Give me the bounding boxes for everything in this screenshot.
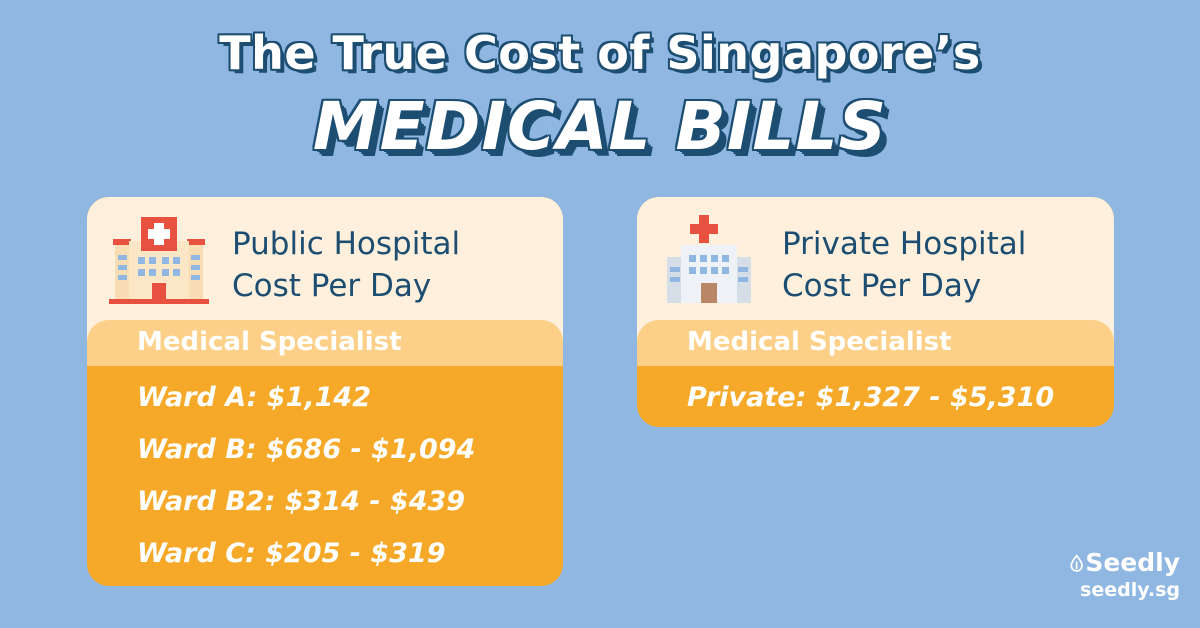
seedly-url[interactable]: seedly.sg <box>1080 579 1180 601</box>
seedly-logo-icon <box>1070 553 1083 572</box>
private-card-title: Private Hospital Cost Per Day <box>782 223 1102 307</box>
private-rate-row: Private: $1,327 - $5,310 <box>687 382 1055 413</box>
public-rate-ward-a: Ward A: $1,142 <box>137 382 371 413</box>
private-title-line1: Private Hospital <box>782 226 1027 262</box>
public-title-line2: Cost Per Day <box>232 268 432 304</box>
public-rate-ward-c: Ward C: $205 - $319 <box>137 538 446 569</box>
private-title-line2: Cost Per Day <box>782 268 982 304</box>
public-card-title: Public Hospital Cost Per Day <box>232 223 552 307</box>
public-title-line1: Public Hospital <box>232 226 461 262</box>
page-title-line2: MEDICAL BILLS <box>312 88 888 165</box>
public-hospital-icon <box>109 217 209 304</box>
public-rate-ward-b2: Ward B2: $314 - $439 <box>137 486 466 517</box>
private-hospital-icon <box>667 215 751 303</box>
public-hospital-card: Public Hospital Cost Per Day Medical Spe… <box>87 197 563 586</box>
page-title-line1: The True Cost of Singapore’s <box>219 26 981 80</box>
seedly-name: Seedly <box>1085 548 1180 577</box>
public-rate-ward-b: Ward B: $686 - $1,094 <box>137 434 476 465</box>
public-card-subheader <box>87 320 563 366</box>
public-rate-list: Ward A: $1,142 Ward B: $686 - $1,094 War… <box>137 372 475 580</box>
seedly-brand: Seedly <box>1070 548 1180 577</box>
private-rate-list: Private: $1,327 - $5,310 <box>687 372 1054 424</box>
private-subheader-label: Medical Specialist <box>687 327 952 357</box>
private-hospital-card: Private Hospital Cost Per Day Medical Sp… <box>637 197 1114 427</box>
public-subheader-label: Medical Specialist <box>137 327 402 357</box>
private-card-subheader <box>637 320 1114 366</box>
seedly-logo[interactable]: Seedly seedly.sg <box>1070 548 1180 601</box>
